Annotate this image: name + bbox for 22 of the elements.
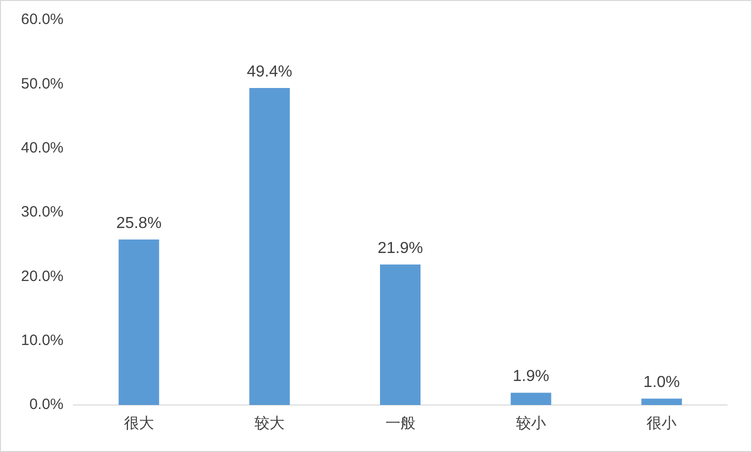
x-tick-label: 很小: [646, 415, 677, 432]
x-tick-label: 很大: [124, 415, 154, 432]
y-tick-label: 30.0%: [20, 204, 64, 221]
bar: [510, 392, 552, 405]
data-label: 25.8%: [116, 214, 162, 232]
y-tick-label: 20.0%: [20, 268, 64, 285]
bar: [380, 264, 421, 405]
y-tick-label: 10.0%: [20, 332, 64, 349]
x-tick-label: 较大: [254, 415, 285, 432]
bar: [249, 88, 290, 405]
data-label: 1.0%: [643, 374, 680, 391]
x-tick-label: 一般: [385, 415, 416, 432]
y-tick-label: 50.0%: [20, 75, 64, 92]
y-tick-label: 60.0%: [20, 11, 64, 28]
bar: [118, 239, 160, 405]
data-label: 21.9%: [378, 240, 423, 257]
x-tick-label: 较小: [516, 415, 546, 432]
y-tick-label: 0.0%: [29, 396, 64, 414]
data-label: 49.4%: [246, 63, 292, 80]
y-tick-label: 40.0%: [20, 139, 64, 156]
bar: [641, 398, 682, 405]
data-label: 1.9%: [512, 368, 550, 386]
